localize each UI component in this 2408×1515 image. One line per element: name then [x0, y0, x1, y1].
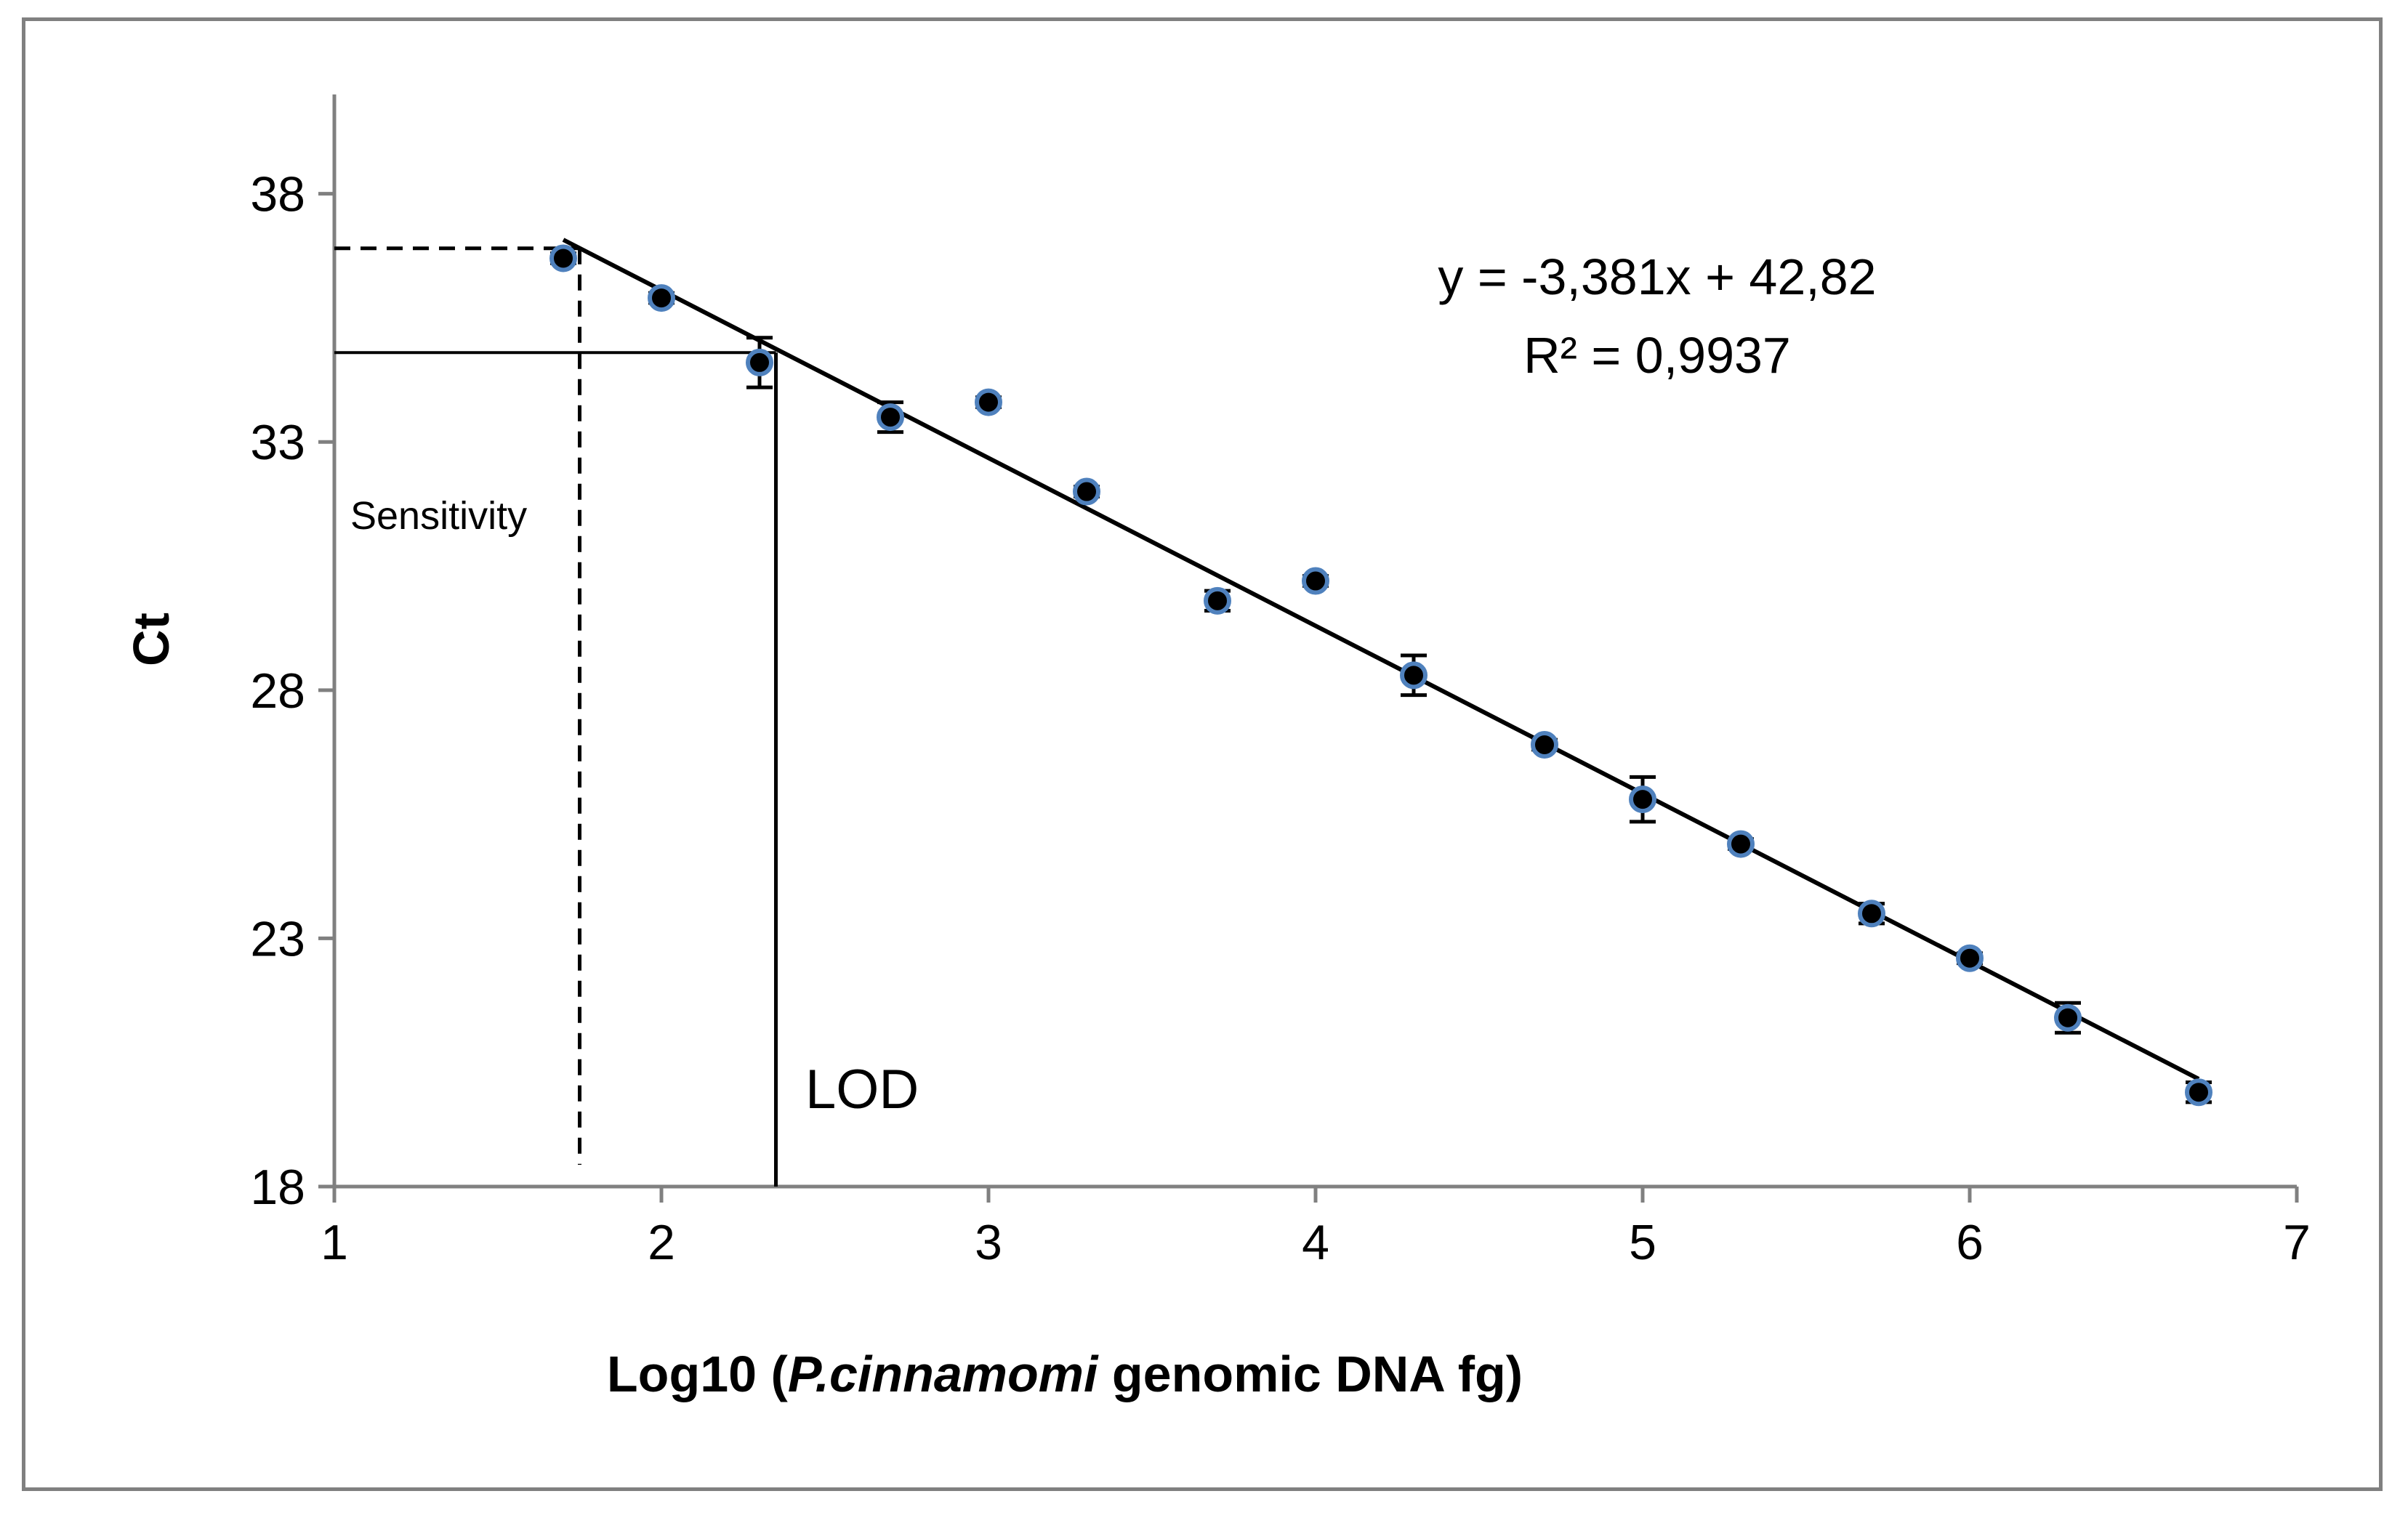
- x-axis-title: Log10 (P.cinnamomi genomic DNA fg): [607, 1346, 1523, 1402]
- x-tick-label: 3: [975, 1215, 1002, 1270]
- data-point: [1629, 785, 1656, 814]
- x-tick-label: 5: [1629, 1215, 1656, 1270]
- data-point: [1531, 730, 1558, 759]
- data-point: [1956, 944, 1984, 972]
- error-bars: [550, 251, 2212, 1104]
- data-point: [2185, 1078, 2212, 1107]
- data-points: [549, 244, 2212, 1107]
- trendline-equation: y = -3,381x + 42,82: [1438, 249, 1876, 305]
- x-tick-label: 4: [1302, 1215, 1329, 1270]
- data-point: [2054, 1003, 2082, 1032]
- reference-lines: [334, 246, 778, 1187]
- x-tick-label: 2: [648, 1215, 675, 1270]
- data-point: [549, 244, 577, 272]
- data-point: [877, 403, 904, 432]
- x-tick-label: 7: [2283, 1215, 2311, 1270]
- x-axis-title-suffix: genomic DNA fg): [1098, 1346, 1523, 1402]
- y-tick-label: 18: [250, 1160, 305, 1215]
- trendline: [562, 238, 2200, 1081]
- data-point: [1073, 477, 1100, 506]
- data-point: [1302, 567, 1329, 595]
- x-axis-title-italic: P.cinnamomi: [788, 1346, 1099, 1402]
- x-tick-label: 1: [321, 1215, 348, 1270]
- lod-label: LOD: [805, 1059, 919, 1120]
- sensitivity-label: Sensitivity: [350, 494, 527, 538]
- data-point: [746, 348, 773, 376]
- data-point: [1727, 830, 1755, 858]
- y-tick-label: 38: [250, 167, 305, 222]
- x-tick-label: 6: [1956, 1215, 1984, 1270]
- y-tick-label: 23: [250, 911, 305, 966]
- x-axis-title-prefix: Log10 (: [607, 1346, 789, 1402]
- chart-frame: [22, 17, 2383, 1491]
- r-squared-label: R² = 0,9937: [1523, 327, 1791, 384]
- labels: y = -3,381x + 42,82 R² = 0,9937 LOD Sens…: [123, 249, 1877, 1402]
- data-point: [975, 388, 1002, 416]
- data-point: [648, 284, 675, 312]
- data-point: [1204, 586, 1231, 615]
- y-axis-title: Ct: [123, 613, 180, 666]
- y-tick-label: 28: [250, 663, 305, 719]
- data-point: [1400, 661, 1428, 690]
- trendline-group: [562, 238, 2200, 1081]
- y-tick-label: 33: [250, 415, 305, 470]
- data-point: [1858, 900, 1885, 928]
